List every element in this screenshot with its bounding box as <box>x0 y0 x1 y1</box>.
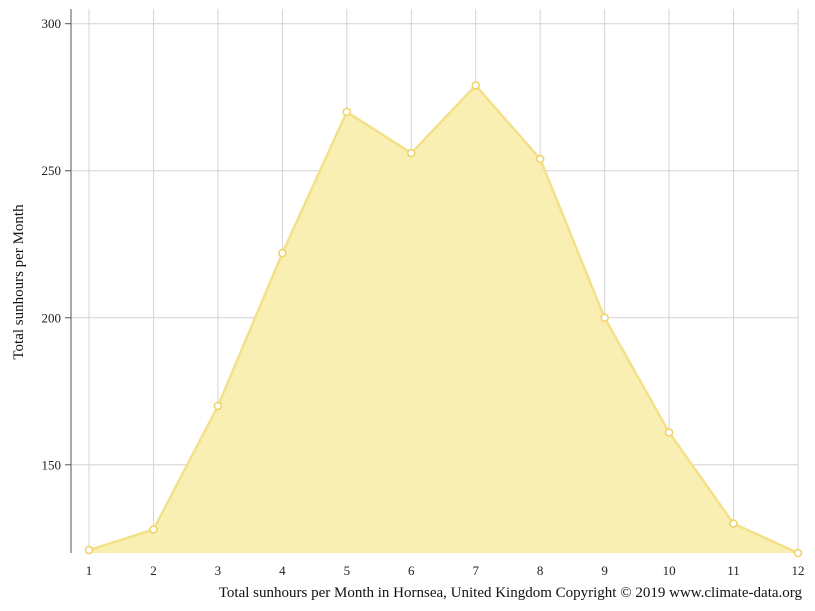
x-tick-label-1: 1 <box>86 563 93 578</box>
y-axis-ticks: 150 200 250 300 <box>42 16 71 472</box>
x-tick-label-12: 12 <box>792 563 805 578</box>
x-tick-label-4: 4 <box>279 563 286 578</box>
x-tick-label-6: 6 <box>408 563 415 578</box>
data-point-10 <box>664 428 674 437</box>
data-point-9 <box>600 313 609 323</box>
y-tick-label-300: 300 <box>42 16 62 31</box>
y-axis-title: Total sunhours per Month <box>11 204 27 360</box>
x-tick-label-2: 2 <box>150 563 157 578</box>
y-tick-label-200: 200 <box>42 310 62 325</box>
x-axis-ticks: 1 2 3 4 5 6 7 8 9 10 11 12 <box>86 563 805 578</box>
data-point-3 <box>213 401 223 411</box>
y-tick-label-150: 150 <box>42 457 62 472</box>
x-tick-label-8: 8 <box>537 563 544 578</box>
data-point-2 <box>149 525 158 534</box>
chart-caption: Total sunhours per Month in Hornsea, Uni… <box>218 585 802 601</box>
data-point-5 <box>342 107 352 117</box>
data-point-8 <box>535 154 545 164</box>
y-tick-label-250: 250 <box>42 163 62 178</box>
x-tick-label-11: 11 <box>727 563 740 578</box>
data-point-11 <box>729 519 738 528</box>
data-point-12 <box>793 548 803 558</box>
data-point-6 <box>407 148 416 158</box>
x-tick-label-10: 10 <box>663 563 676 578</box>
x-tick-label-5: 5 <box>344 563 351 578</box>
area-fill <box>89 85 798 553</box>
data-point-7 <box>471 81 480 90</box>
x-tick-label-3: 3 <box>215 563 222 578</box>
data-point-1 <box>84 545 94 555</box>
x-tick-label-9: 9 <box>601 563 608 578</box>
data-point-4 <box>278 248 287 258</box>
x-tick-label-7: 7 <box>472 563 479 578</box>
series-line <box>88 84 799 555</box>
data-points <box>84 81 803 558</box>
